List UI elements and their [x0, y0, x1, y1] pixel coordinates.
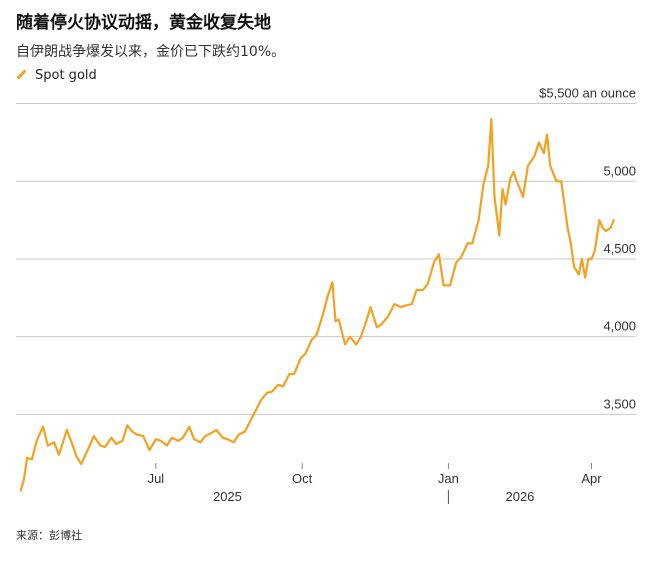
axis-labels: $5,500 an ounce 5,000 4,500 4,000 3,500 Jul Oc…	[148, 88, 636, 504]
series-layer	[19, 118, 615, 492]
series-line-spot-gold	[19, 118, 615, 492]
legend: Spot gold	[16, 68, 97, 83]
legend-swatch	[16, 69, 27, 80]
y-tick-label: $5,500 an ounce	[539, 88, 636, 101]
x-tick-label: Jan	[438, 471, 459, 486]
legend-label: Spot gold	[35, 68, 97, 83]
chart-title: 随着停火协议动摇，黄金收复失地	[16, 13, 271, 33]
y-tick-label: 5,000	[603, 163, 636, 178]
y-tick-label: 4,000	[603, 319, 636, 334]
y-tick-label: 4,500	[603, 241, 636, 256]
x-tick-label: Jul	[148, 471, 165, 486]
line-chart: $5,500 an ounce 5,000 4,500 4,000 3,500 Jul Oc…	[16, 88, 636, 504]
y-tick-label: 3,500	[603, 396, 636, 411]
x-tick-label: Apr	[581, 471, 602, 486]
year-label: 2026	[505, 489, 534, 504]
source-note: 来源：彭博社	[16, 529, 82, 542]
year-label: 2025	[213, 489, 242, 504]
x-tick-label: Oct	[292, 471, 313, 486]
gridlines	[16, 103, 636, 415]
chart-subtitle: 自伊朗战争爆发以来，金价已下跌约10%。	[16, 44, 286, 60]
